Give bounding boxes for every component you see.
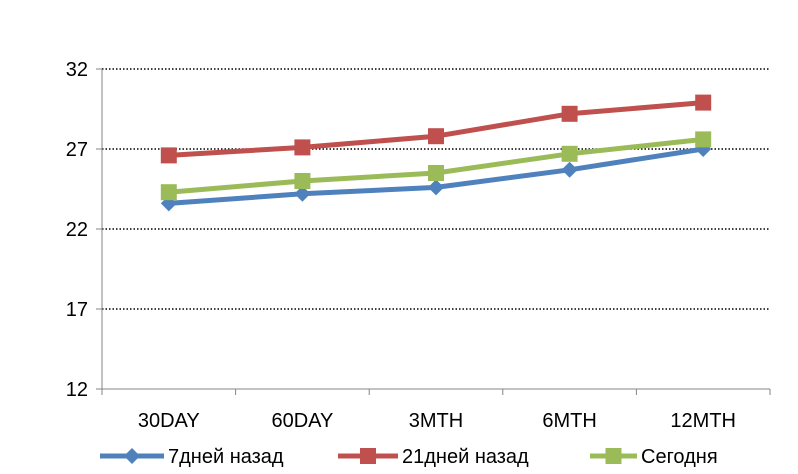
data-point bbox=[294, 139, 311, 156]
data-point bbox=[428, 179, 444, 196]
y-tick-label: 17 bbox=[66, 299, 88, 321]
x-tick-label: 30DAY bbox=[138, 410, 200, 432]
x-tick-label: 6MTH bbox=[542, 410, 596, 432]
y-tick-label: 12 bbox=[66, 379, 88, 401]
data-point bbox=[294, 185, 311, 202]
data-point bbox=[294, 173, 311, 189]
data-point bbox=[160, 184, 177, 201]
data-point bbox=[428, 165, 444, 181]
series-layer bbox=[160, 94, 712, 212]
legend-item: Сегодня bbox=[590, 446, 718, 468]
legend-marker bbox=[124, 448, 140, 464]
axes bbox=[96, 68, 771, 395]
legend: 7дней назад 21дней назад Сегодня bbox=[100, 446, 718, 468]
data-point bbox=[695, 94, 712, 111]
legend-item: 21дней назад bbox=[338, 446, 529, 468]
legend-label: 7дней назад bbox=[168, 446, 284, 468]
y-tick-label: 27 bbox=[66, 139, 88, 161]
data-point bbox=[561, 145, 578, 162]
gridlines bbox=[102, 68, 770, 310]
data-point bbox=[160, 147, 177, 164]
data-point bbox=[561, 161, 578, 178]
series-2 bbox=[160, 131, 712, 201]
x-tick-labels: 30DAY 60DAY 3MTH 6MTH 12MTH bbox=[138, 410, 736, 432]
x-tick-label: 60DAY bbox=[271, 410, 333, 432]
data-point bbox=[428, 128, 444, 145]
y-tick-labels: 12 17 22 27 32 bbox=[66, 59, 88, 401]
y-tick-label: 32 bbox=[66, 59, 88, 81]
legend-marker bbox=[605, 448, 622, 464]
data-point bbox=[695, 131, 712, 148]
data-point bbox=[561, 105, 578, 122]
x-tick-label: 12MTH bbox=[670, 410, 736, 432]
legend-label: 21дней назад bbox=[402, 446, 529, 468]
x-tick-label: 3MTH bbox=[409, 410, 463, 432]
series-1 bbox=[160, 94, 712, 164]
y-tick-label: 22 bbox=[66, 219, 88, 241]
legend-label: Сегодня bbox=[641, 446, 718, 468]
legend-marker bbox=[360, 448, 376, 464]
legend-item: 7дней назад bbox=[100, 446, 284, 468]
